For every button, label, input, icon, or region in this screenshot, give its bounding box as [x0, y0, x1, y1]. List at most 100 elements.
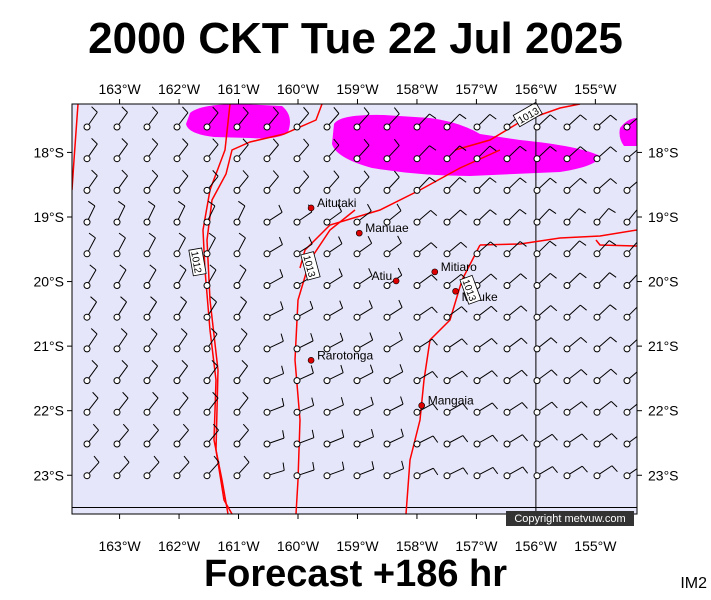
- wind-barb: [143, 106, 159, 131]
- wind-barb: [593, 240, 617, 258]
- wind-barb: [203, 264, 217, 289]
- wind-barb: [623, 338, 637, 353]
- copyright-box: Copyright metvuw.com: [506, 511, 634, 526]
- wind-barb: [503, 337, 528, 353]
- place-mangaia: Mangaia: [418, 394, 474, 409]
- wind-barb: [233, 360, 248, 385]
- wind-barb: [83, 296, 97, 321]
- wind-barb: [263, 397, 285, 416]
- wind-barb: [443, 402, 469, 416]
- wind-barb: [503, 177, 527, 194]
- wind-barb: [383, 107, 400, 131]
- axis-ticks: 163°W 163°W 162°W 162°W 161°W 161°W 160°W 160°W…: [33, 81, 678, 554]
- map-frame: [71, 103, 638, 515]
- wind-barb: [413, 274, 438, 289]
- wind-barb: [233, 264, 247, 289]
- wind-barb: [323, 236, 343, 258]
- lon-tick-label-bottom: 160°W: [277, 538, 320, 554]
- place-marker-icon: [418, 402, 426, 409]
- wind-barb: [623, 274, 637, 289]
- lon-tick-label-top: 156°W: [515, 81, 558, 97]
- wind-barb: [623, 306, 637, 321]
- wind-barb: [443, 306, 468, 321]
- place-label: Mangaia: [428, 394, 474, 408]
- wind-barb: [173, 296, 187, 321]
- isobars: [72, 104, 637, 514]
- wind-barb: [233, 296, 247, 321]
- wind-barb: [383, 267, 403, 289]
- wind-barb: [83, 138, 98, 163]
- wind-barb: [563, 272, 587, 289]
- isobar-line-9: [595, 239, 637, 247]
- wind-barb: [623, 117, 637, 131]
- isobar-line-5: [294, 209, 356, 514]
- wind-barb: [503, 369, 528, 385]
- wind-barb: [83, 106, 98, 131]
- lat-tick-label-left: 22°S: [33, 403, 64, 419]
- wind-barb: [383, 203, 402, 226]
- lon-tick-label-bottom: 157°W: [455, 538, 498, 554]
- wind-barb: [173, 360, 188, 385]
- wind-barb: [143, 232, 156, 258]
- wind-barb: [473, 370, 498, 385]
- wind-barb: [473, 209, 497, 226]
- wind-barb: [143, 200, 156, 226]
- wind-barb: [533, 433, 558, 448]
- wind-barb: [413, 242, 438, 258]
- wind-barb: [83, 455, 100, 480]
- lon-tick-label-bottom: 159°W: [336, 538, 379, 554]
- wind-barb: [533, 369, 558, 385]
- wind-barb: [293, 300, 314, 321]
- wind-barb: [113, 106, 128, 131]
- wind-barb: [173, 328, 188, 353]
- wind-barb: [353, 170, 370, 194]
- wind-barb: [353, 268, 373, 289]
- lon-tick-label-bottom: 155°W: [574, 538, 617, 554]
- wind-barb: [503, 305, 528, 321]
- wind-barb: [443, 177, 467, 194]
- wind-barb: [203, 455, 220, 480]
- lat-tick-label-right: 20°S: [648, 274, 679, 290]
- wind-barb: [263, 236, 283, 258]
- wind-barb: [353, 396, 374, 416]
- wind-barb: [203, 328, 218, 353]
- place-label: Rarotonga: [317, 348, 373, 362]
- wind-barb: [473, 241, 497, 258]
- wind-barb: [563, 433, 588, 448]
- wind-barb: [413, 210, 438, 226]
- wind-barb: [263, 106, 279, 131]
- place-marker-icon: [307, 204, 315, 212]
- wind-barb: [173, 264, 187, 289]
- wind-barb: [113, 200, 126, 226]
- wind-barb: [593, 178, 617, 194]
- wind-barb: [563, 401, 588, 416]
- wind-barb: [173, 169, 189, 194]
- wind-barb: [203, 170, 219, 194]
- wind-barb: [113, 328, 128, 353]
- wind-barb: [533, 401, 558, 416]
- wind-barb: [143, 328, 158, 353]
- wind-barb: [563, 177, 587, 194]
- wind-barb: [323, 397, 344, 416]
- wind-barb: [263, 204, 283, 226]
- wind-barb: [113, 391, 129, 416]
- wind-barb: [113, 296, 127, 321]
- lat-tick-label-left: 19°S: [33, 209, 64, 225]
- wind-barb: [383, 332, 403, 353]
- precip-area-3: [619, 118, 637, 146]
- wind-barb: [293, 462, 315, 480]
- wind-barb: [443, 113, 467, 131]
- wind-barb: [203, 106, 219, 131]
- lon-tick-label-top: 160°W: [277, 81, 320, 97]
- wind-barb: [233, 423, 249, 448]
- wind-barb: [353, 203, 372, 226]
- wind-barb: [263, 462, 285, 480]
- wind-barb: [173, 423, 189, 448]
- wind-barb: [503, 145, 527, 163]
- wind-barb: [203, 360, 218, 385]
- lat-tick-label-right: 19°S: [648, 209, 679, 225]
- wind-barb: [503, 402, 528, 416]
- lat-tick-label-right: 21°S: [648, 338, 679, 354]
- svg-text:1012: 1012: [188, 250, 203, 274]
